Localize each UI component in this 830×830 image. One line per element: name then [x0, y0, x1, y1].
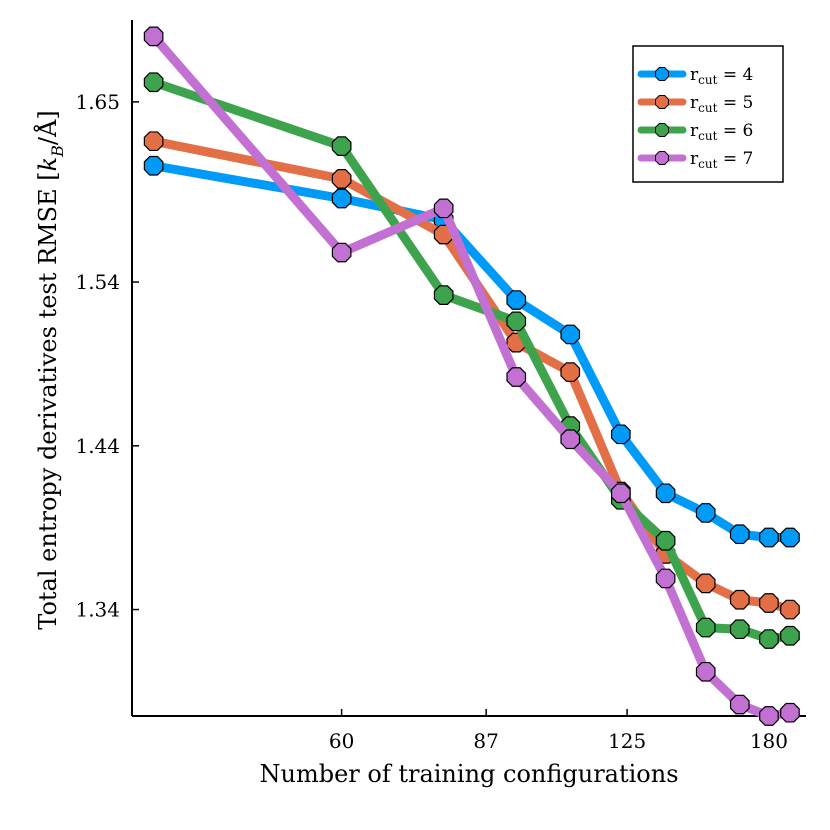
series-1 [143, 155, 800, 548]
data-point [759, 629, 779, 649]
data-point [759, 527, 779, 548]
data-point [610, 483, 631, 504]
x-tick-label: 87 [473, 729, 498, 753]
data-point [695, 503, 716, 523]
data-point [143, 155, 164, 176]
data-point [143, 26, 164, 47]
series-line [149, 136, 795, 615]
data-point [506, 290, 527, 310]
data-point [331, 136, 352, 156]
data-point [759, 593, 779, 613]
data-point [143, 131, 164, 152]
y-axis-label-unit: /Å] [33, 110, 62, 145]
data-point [780, 625, 800, 646]
x-tick-label: 125 [608, 729, 646, 753]
legend-item: rcut = 6 [637, 121, 753, 143]
data-point [506, 367, 527, 387]
data-point [729, 524, 750, 545]
data-point [655, 530, 676, 551]
legend-swatch-marker [655, 95, 669, 109]
data-point [560, 362, 581, 382]
axes [131, 20, 806, 717]
ticks: 60 87 125 180 1.34 1.44 1.54 1.65 [75, 90, 788, 753]
data-point [433, 198, 454, 219]
legend-label: rcut = 5 [690, 93, 753, 115]
x-axis-label: Number of training configurations [259, 760, 678, 788]
legend: rcut = 4 rcut = 5 rcut = 6 rcut = 7 [632, 45, 784, 183]
data-point [759, 706, 779, 726]
data-point [780, 599, 800, 620]
y-tick-label: 1.34 [75, 598, 120, 622]
series-line [149, 161, 795, 542]
x-tick-label: 60 [329, 729, 354, 753]
legend-swatch-marker [655, 151, 669, 165]
data-point [729, 619, 750, 640]
legend-item: rcut = 5 [637, 93, 753, 115]
y-axis-label-sub: B [48, 145, 67, 158]
data-point [729, 589, 750, 610]
data-point [433, 285, 454, 305]
data-point [780, 702, 800, 723]
data-point [143, 72, 164, 93]
legend-item: rcut = 7 [637, 149, 753, 171]
legend-label: rcut = 4 [690, 65, 753, 87]
legend-item: rcut = 4 [637, 65, 753, 87]
series-layer [143, 26, 800, 726]
data-point [729, 694, 750, 715]
data-point [331, 242, 352, 263]
legend-label: rcut = 6 [690, 121, 753, 143]
data-point [655, 483, 676, 504]
legend-label: rcut = 7 [690, 149, 753, 171]
data-point [695, 573, 716, 594]
y-tick-label: 1.65 [75, 90, 120, 114]
data-point [780, 527, 800, 548]
y-axis-label: Total entropy derivatives test RMSE [kB/… [33, 110, 67, 629]
legend-swatch-marker [655, 67, 669, 81]
data-point [655, 568, 676, 589]
data-point [506, 311, 527, 332]
data-point [331, 169, 352, 189]
data-point [560, 429, 581, 450]
y-axis-label-k: k [34, 157, 62, 172]
data-point [695, 617, 716, 638]
y-tick-label: 1.54 [75, 270, 120, 294]
data-point [560, 324, 581, 345]
data-point [695, 661, 716, 682]
series-4 [143, 26, 800, 726]
legend-swatch-marker [655, 123, 669, 137]
data-point [610, 424, 631, 445]
y-tick-label: 1.44 [75, 434, 120, 458]
y-axis-label-main: Total entropy derivatives test RMSE [ [34, 171, 62, 629]
data-point [331, 188, 352, 209]
x-tick-label: 180 [750, 729, 788, 753]
series-2 [143, 131, 800, 620]
